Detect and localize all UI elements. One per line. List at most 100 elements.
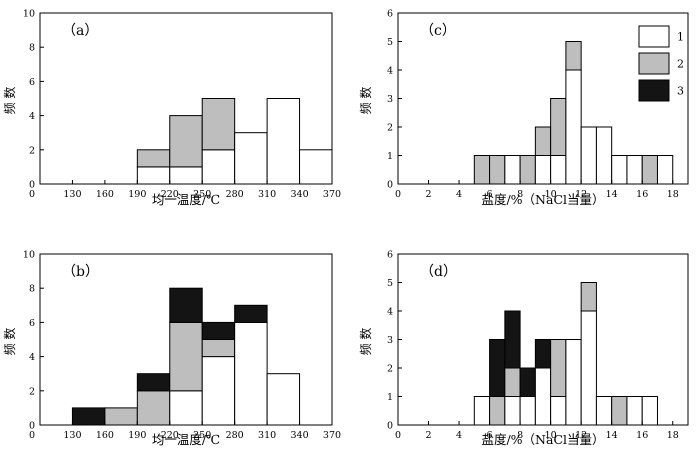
bar-series-1-bin-8 [595, 396, 613, 426]
y-axis-label: 频 数 [2, 87, 17, 115]
y-tick-label: 2 [387, 123, 393, 134]
bar-series-3-bin-2 [136, 373, 171, 392]
x-origin-label: 0 [29, 189, 35, 200]
x-tick-label: 130 [63, 430, 81, 441]
bar-series-3-bin-4 [534, 339, 552, 369]
x-tick-label: 10 [545, 430, 557, 441]
bar-series-3-bin-3 [169, 287, 203, 323]
x-tick-label: 370 [323, 430, 341, 441]
x-axis-label: 盐度/%（NaCl当量） [481, 192, 604, 207]
panel-label: （a） [62, 23, 98, 39]
bar-series-2-bin-4 [201, 339, 236, 358]
bar-series-1-bin-2 [201, 149, 236, 185]
legend: 1 2 3 [638, 25, 684, 102]
bar-series-1-bin-1 [169, 166, 203, 185]
y-tick-label: 2 [29, 145, 35, 156]
legend-swatch-1 [638, 25, 670, 48]
plot-frame [39, 12, 333, 185]
x-tick-label: 280 [226, 189, 244, 200]
bar-series-1-bin-6 [565, 339, 582, 426]
x-origin-label: 0 [29, 430, 35, 441]
y-tick-label: 2 [29, 386, 35, 397]
bar-series-1-bin-4 [534, 367, 552, 426]
x-tick-label: 16 [636, 430, 648, 441]
x-tick-label: 16 [636, 189, 648, 200]
y-tick-label: 0 [387, 180, 393, 191]
bar-series-1-bin-2 [504, 396, 521, 426]
panel-b-histogram: 0 2 4 6 8 10 130 160 190 220 250 280 310 340 370 0 （b） 均一… [2, 250, 341, 448]
y-tick-label: 4 [29, 111, 35, 122]
y-tick-label: 1 [387, 392, 393, 403]
bar-series-2-bin-1 [104, 407, 138, 426]
bar-series-1-bin-4 [534, 155, 552, 185]
y-tick-label: 1 [387, 151, 393, 162]
bar-series-2-bin-4 [534, 126, 552, 156]
bar-series-1-bin-3 [519, 396, 536, 426]
y-tick-label: 5 [387, 278, 393, 289]
x-tick-label: 190 [128, 189, 146, 200]
bar-series-3-bin-5 [234, 304, 268, 323]
bar-series-2-bin-0 [473, 155, 491, 185]
bar-series-2-bin-0 [136, 149, 171, 168]
x-tick-label: 18 [667, 189, 679, 200]
bar-series-2-bin-7 [580, 282, 597, 312]
bar-series-2-bin-1 [489, 155, 506, 185]
x-tick-label: 14 [606, 430, 618, 441]
x-tick-label: 8 [517, 430, 523, 441]
y-tick-label: 4 [387, 66, 393, 77]
x-tick-label: 2 [426, 430, 432, 441]
bar-series-1-bin-11 [641, 396, 658, 426]
legend-label-1: 1 [677, 31, 684, 44]
y-tick-label: 10 [23, 9, 35, 20]
bar-series-1-bin-9 [611, 155, 628, 185]
legend-label-2: 2 [677, 58, 684, 71]
x-tick-label: 310 [258, 430, 276, 441]
x-tick-label: 310 [258, 189, 276, 200]
x-tick-label: 14 [606, 189, 618, 200]
bar-series-1-bin-10 [626, 396, 643, 426]
bar-series-1-bin-6 [266, 373, 301, 426]
bar-series-1-bin-3 [234, 132, 268, 185]
x-tick-label: 10 [545, 189, 557, 200]
x-tick-label: 130 [63, 189, 81, 200]
y-tick-label: 0 [29, 421, 35, 432]
y-tick-label: 3 [387, 94, 393, 105]
bar-series-2-bin-5 [550, 98, 567, 156]
y-tick-label: 5 [387, 37, 393, 48]
panel-a-histogram: 0 2 4 6 8 10 130 160 190 220 250 280 310 340 370 0 （a） 均一… [2, 9, 341, 208]
panel-label: （d） [420, 264, 457, 280]
x-axis-label: 均一温度/℃ [152, 192, 220, 207]
bar-series-3-bin-2 [504, 310, 521, 369]
y-tick-label: 6 [29, 77, 35, 88]
bar-series-3-bin-0 [71, 407, 106, 426]
y-tick-label: 10 [23, 250, 35, 261]
y-tick-label: 3 [387, 335, 393, 346]
x-tick-label: 160 [96, 430, 114, 441]
x-tick-label: 0 [395, 189, 401, 200]
bar-series-1-bin-0 [473, 396, 491, 426]
x-tick-label: 370 [323, 189, 341, 200]
bar-series-1-bin-5 [234, 321, 268, 426]
bar-series-1-bin-4 [201, 356, 236, 426]
y-tick-label: 6 [29, 318, 35, 329]
x-tick-label: 12 [575, 189, 587, 200]
y-axis-label: 频 数 [358, 87, 373, 115]
bar-series-1-bin-7 [580, 310, 597, 426]
bar-series-2-bin-9 [611, 396, 628, 426]
y-tick-label: 8 [29, 43, 35, 54]
y-tick-label: 0 [387, 421, 393, 432]
x-axis-label: 盐度/%（NaCl当量） [481, 432, 604, 447]
bar-series-2-bin-2 [504, 367, 521, 397]
bar-series-2-bin-11 [641, 155, 658, 185]
y-tick-label: 4 [387, 307, 393, 318]
bar-series-3-bin-4 [201, 321, 236, 340]
x-tick-label: 18 [667, 430, 679, 441]
legend-swatch-2 [638, 52, 670, 75]
x-tick-label: 6 [487, 430, 493, 441]
x-tick-label: 250 [193, 430, 211, 441]
x-tick-label: 2 [426, 189, 432, 200]
y-axis-label: 频 数 [2, 328, 17, 356]
x-tick-label: 4 [456, 189, 462, 200]
